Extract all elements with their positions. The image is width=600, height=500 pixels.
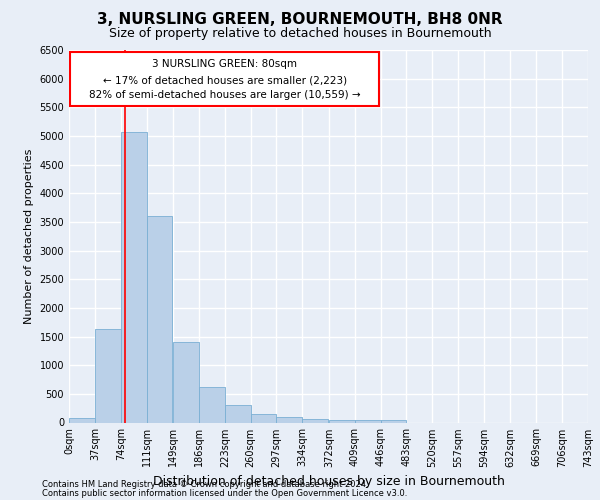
Bar — [199, 386, 225, 422]
Bar — [302, 420, 328, 422]
Bar — [95, 330, 121, 422]
Text: ← 17% of detached houses are smaller (2,223): ← 17% of detached houses are smaller (2,… — [103, 76, 347, 86]
Bar — [121, 132, 146, 422]
Text: 3 NURSLING GREEN: 80sqm: 3 NURSLING GREEN: 80sqm — [152, 59, 297, 69]
Bar — [69, 418, 95, 422]
Y-axis label: Number of detached properties: Number of detached properties — [24, 148, 34, 324]
Bar — [173, 342, 199, 422]
Bar — [380, 420, 406, 422]
Bar — [277, 418, 302, 422]
Bar — [251, 414, 277, 422]
X-axis label: Distribution of detached houses by size in Bournemouth: Distribution of detached houses by size … — [152, 475, 505, 488]
Bar — [225, 406, 251, 422]
Bar — [146, 216, 172, 422]
Bar — [329, 420, 355, 422]
Text: 3, NURSLING GREEN, BOURNEMOUTH, BH8 0NR: 3, NURSLING GREEN, BOURNEMOUTH, BH8 0NR — [97, 12, 503, 27]
Bar — [355, 420, 380, 422]
Text: Contains public sector information licensed under the Open Government Licence v3: Contains public sector information licen… — [42, 489, 407, 498]
Text: Size of property relative to detached houses in Bournemouth: Size of property relative to detached ho… — [109, 28, 491, 40]
Text: Contains HM Land Registry data © Crown copyright and database right 2024.: Contains HM Land Registry data © Crown c… — [42, 480, 368, 489]
FancyBboxPatch shape — [70, 52, 379, 106]
Text: 82% of semi-detached houses are larger (10,559) →: 82% of semi-detached houses are larger (… — [89, 90, 361, 100]
